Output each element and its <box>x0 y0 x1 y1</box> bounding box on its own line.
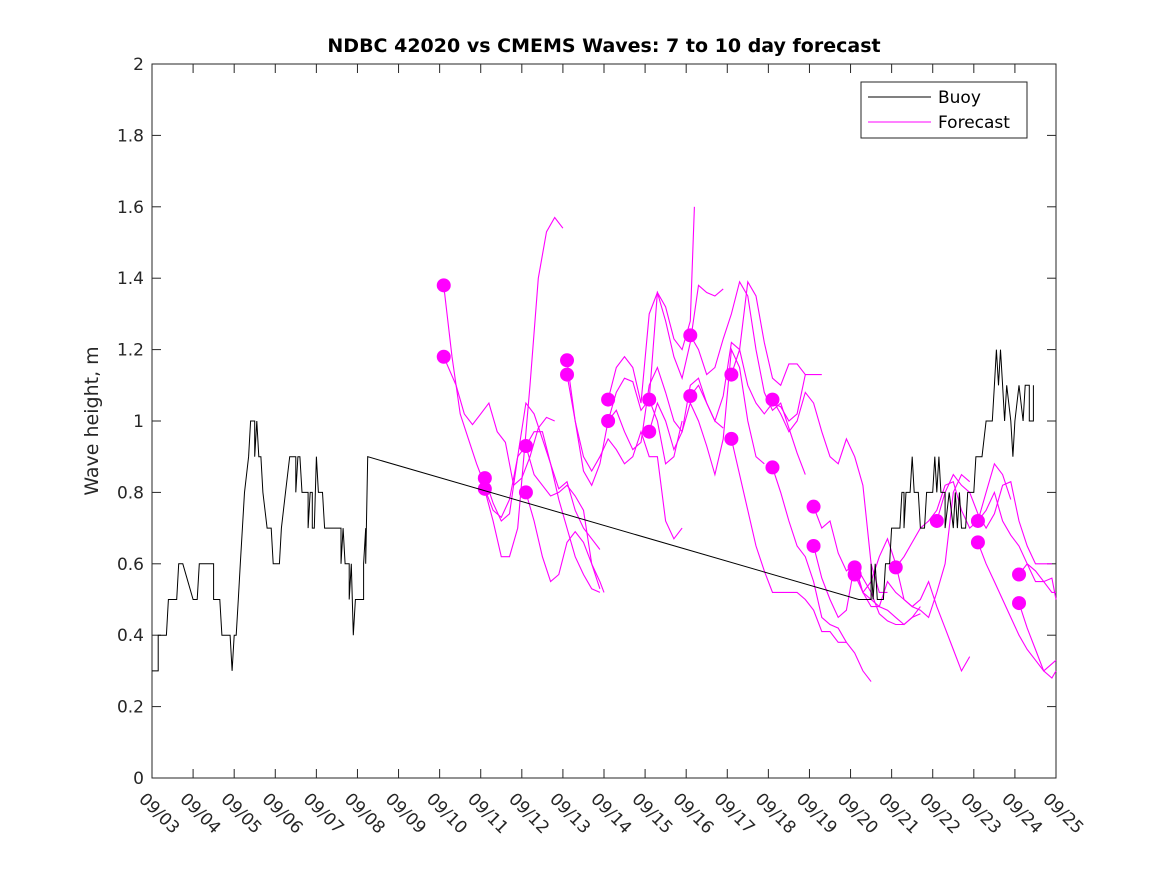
forecast-marker-8 <box>601 392 616 407</box>
forecast-marker-4 <box>518 438 533 453</box>
forecast-marker-11 <box>642 424 657 439</box>
forecast-marker-15 <box>724 431 739 446</box>
legend-buoy-label: Buoy <box>938 88 981 108</box>
forecast-line-23 <box>936 473 1052 565</box>
forecast-line-9 <box>607 366 724 451</box>
forecast-line-27 <box>1018 602 1057 679</box>
y-tick-label: 1.8 <box>117 126 144 146</box>
forecast-line-26 <box>1018 563 1056 593</box>
legend: Buoy Forecast <box>860 81 1028 139</box>
forecast-line-10 <box>648 206 695 400</box>
forecast-line-14 <box>730 280 822 387</box>
forecast-marker-26 <box>1012 567 1027 582</box>
forecast-marker-3 <box>477 481 492 496</box>
forecast-line-15 <box>730 438 847 643</box>
y-tick-label: 1.4 <box>117 269 144 289</box>
forecast-marker-9 <box>601 414 616 428</box>
y-axis-label: Wave height, m <box>81 346 103 495</box>
forecast-line-25 <box>977 542 1057 672</box>
forecast-marker-13 <box>683 389 698 404</box>
forecast-marker-7 <box>560 367 575 382</box>
forecast-line-3 <box>484 431 601 550</box>
y-tick-label: 0.4 <box>117 626 144 646</box>
forecast-line-17 <box>771 467 872 682</box>
forecast-line-11 <box>648 347 765 477</box>
y-tick-label: 1 <box>133 412 144 432</box>
forecast-marker-27 <box>1012 596 1027 611</box>
forecast-marker-25 <box>970 535 985 550</box>
forecast-line-12 <box>689 280 806 475</box>
y-tick-label: 1.2 <box>117 341 144 361</box>
y-axis: 0 0.2 0.4 0.6 0.8 1 1.2 1.4 1.6 1.8 2 <box>117 55 1056 789</box>
forecast-line-1 <box>443 356 555 487</box>
forecast-marker-6 <box>560 353 575 368</box>
y-tick-label: 1.6 <box>117 198 144 218</box>
y-tick-label: 0.2 <box>117 698 144 718</box>
forecast-line-16 <box>772 391 888 593</box>
forecast-marker-22 <box>888 560 903 575</box>
forecast-marker-19 <box>806 538 821 553</box>
forecast-marker-18 <box>806 499 821 514</box>
forecast-marker-12 <box>683 328 698 343</box>
legend-box <box>860 81 1028 139</box>
forecast-marker-21 <box>847 567 862 582</box>
forecast-line-8 <box>607 284 724 404</box>
forecast-line-18 <box>813 506 921 626</box>
forecast-marker-0 <box>436 278 451 293</box>
buoy-line <box>152 349 1034 672</box>
forecast-line-22 <box>895 462 1012 568</box>
forecast-line-5 <box>525 492 601 589</box>
forecast-marker-5 <box>518 485 533 500</box>
forecast-marker-14 <box>724 367 739 382</box>
forecast-line-21 <box>854 473 971 619</box>
forecast-line-13 <box>689 341 806 423</box>
forecast-line-6 <box>566 360 683 487</box>
y-tick-label: 0.6 <box>117 555 144 575</box>
series-layer <box>152 206 1057 682</box>
forecast-line-2 <box>484 401 601 593</box>
y-tick-label: 0.8 <box>117 483 144 503</box>
forecast-line-0 <box>443 216 564 558</box>
forecast-line-19 <box>813 545 921 626</box>
forecast-line-7 <box>566 374 683 540</box>
y-tick-label: 0 <box>133 769 144 789</box>
forecast-marker-2 <box>477 471 492 486</box>
forecast-marker-16 <box>765 392 780 407</box>
forecast-marker-24 <box>970 513 985 528</box>
chart-title: NDBC 42020 vs CMEMS Waves: 7 to 10 day f… <box>327 35 880 57</box>
y-tick-label: 2 <box>133 55 144 75</box>
forecast-line-4 <box>525 445 605 593</box>
forecast-marker-1 <box>436 349 451 364</box>
legend-forecast-label: Forecast <box>938 113 1010 133</box>
forecast-marker-23 <box>929 513 944 528</box>
forecast-marker-17 <box>765 460 780 475</box>
forecast-line-24 <box>977 490 1057 600</box>
forecast-marker-10 <box>642 392 657 407</box>
